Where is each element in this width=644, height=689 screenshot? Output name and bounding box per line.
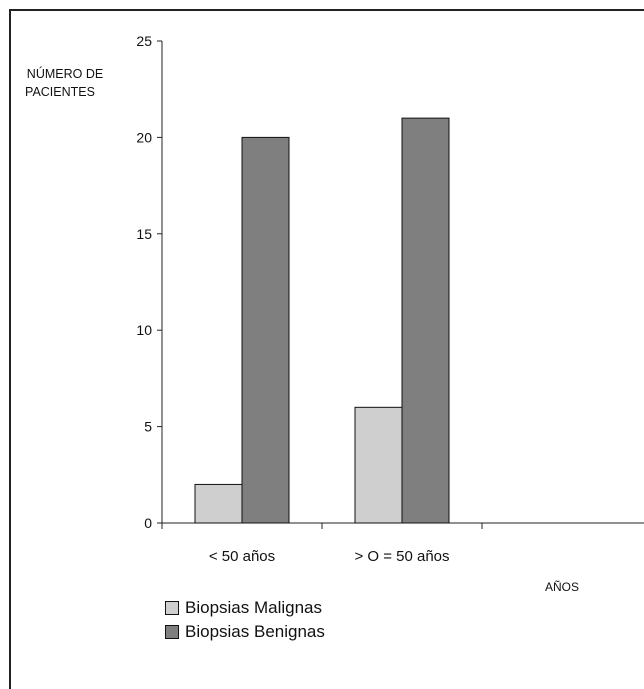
bar-malignas [194, 483, 243, 524]
y-axis-label-line-2: PACIENTES [25, 85, 95, 99]
legend-swatch-benignas [165, 625, 179, 639]
chart-frame [9, 9, 644, 689]
y-tick-label: 5 [144, 419, 152, 435]
bars [194, 117, 450, 524]
bar-benignas [401, 117, 450, 524]
x-tick-label: < 50 años [209, 548, 275, 565]
y-tick-label: 20 [136, 129, 152, 145]
bar-malignas [354, 406, 403, 524]
x-tick-label: > O = 50 años [354, 548, 449, 565]
y-tick-label: 0 [144, 515, 152, 531]
legend-swatch-malignas [165, 601, 179, 615]
y-tick-label: 10 [136, 322, 152, 338]
y-tick-label: 25 [136, 33, 152, 49]
legend-item-benignas: Biopsias Benignas [165, 622, 325, 642]
y-axis-label-line-1: NÚMERO DE [27, 66, 103, 81]
legend-label-benignas: Biopsias Benignas [185, 622, 325, 641]
legend-label-malignas: Biopsias Malignas [185, 598, 323, 617]
y-tick-label: 15 [136, 226, 152, 242]
x-axis-label: AÑOS [545, 580, 579, 594]
legend-item-malignas: Biopsias Malignas [165, 598, 322, 618]
bar-benignas [241, 136, 290, 524]
